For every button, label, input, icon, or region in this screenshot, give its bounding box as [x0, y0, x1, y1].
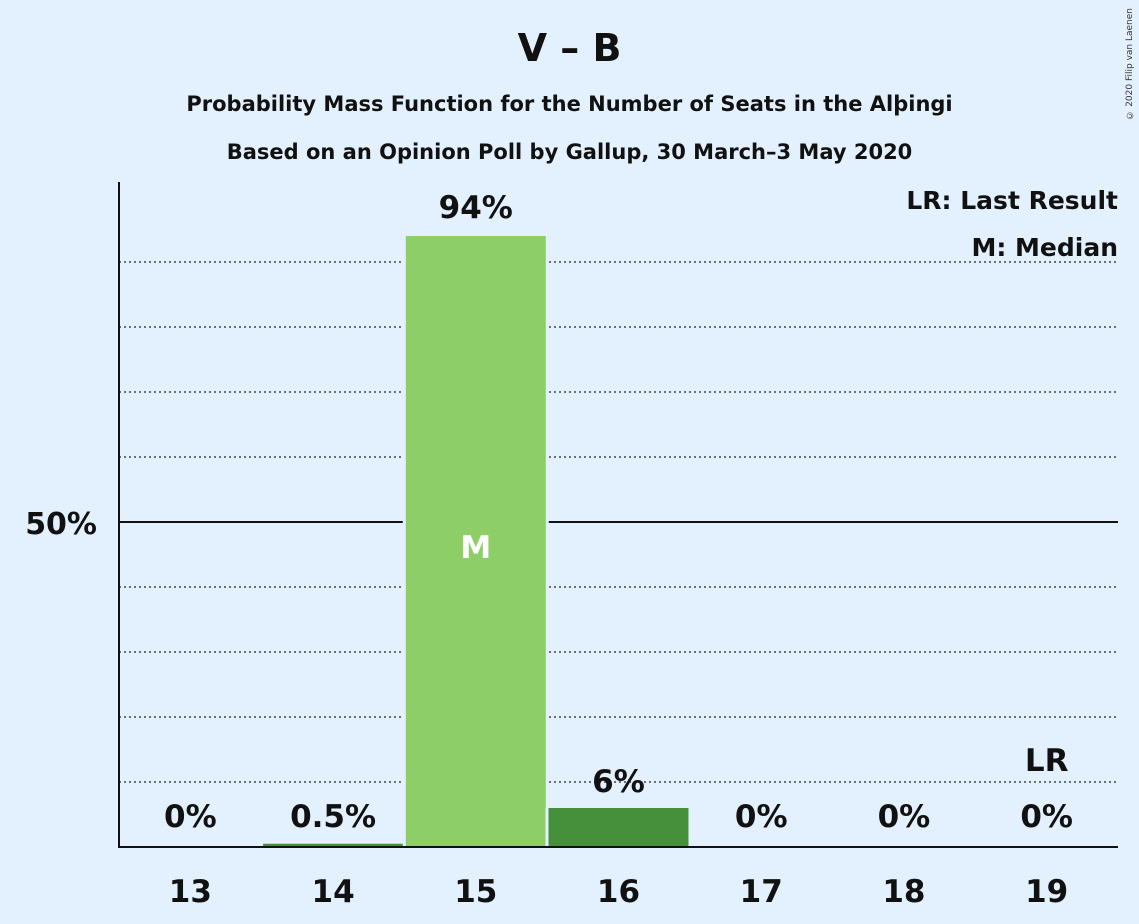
bar-value-label: 94% [439, 190, 513, 226]
chart-subtitle: Probability Mass Function for the Number… [186, 92, 953, 116]
chart-subtitle-poll: Based on an Opinion Poll by Gallup, 30 M… [226, 140, 913, 164]
bar-value-label: 0% [735, 799, 788, 835]
x-tick-label: 19 [1025, 874, 1068, 910]
bar [405, 236, 546, 847]
legend-entry: LR: Last Result [906, 186, 1118, 215]
legend-entry: M: Median [971, 233, 1118, 262]
bar-value-label: 0% [1020, 799, 1073, 835]
bar [263, 843, 404, 847]
chart-title: V – B [517, 26, 622, 70]
bar-value-label: 0% [164, 799, 217, 835]
bar-value-label: 0.5% [290, 799, 376, 835]
bar-value-label: 6% [592, 764, 645, 800]
bar-value-label: 0% [878, 799, 931, 835]
x-tick-label: 18 [882, 874, 925, 910]
y-tick-label: 50% [25, 507, 97, 542]
x-tick-label: 14 [312, 874, 355, 910]
last-result-marker: LR [1025, 743, 1069, 779]
x-tick-label: 15 [454, 874, 497, 910]
median-marker: M [460, 530, 491, 566]
bar [548, 808, 689, 847]
x-tick-label: 16 [597, 874, 640, 910]
x-tick-label: 17 [740, 874, 783, 910]
x-tick-label: 13 [169, 874, 212, 910]
